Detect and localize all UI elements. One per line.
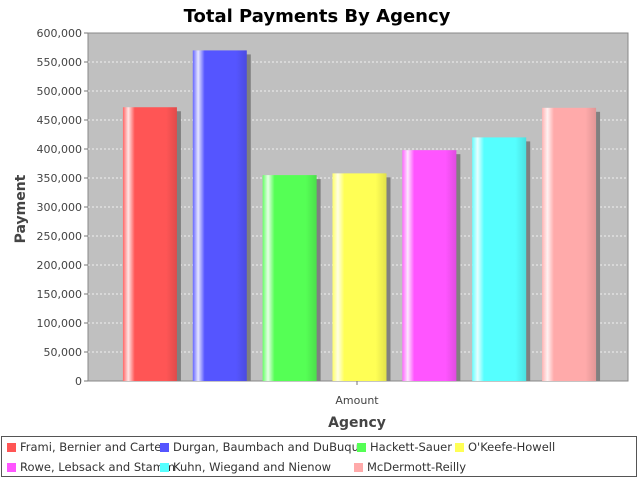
legend-swatch [357,443,366,452]
legend-item[interactable]: Rowe, Lebsack and Stamm [7,460,175,474]
bar[interactable] [122,107,177,382]
legend-item[interactable]: Kuhn, Wiegand and Nienow [160,460,331,474]
legend-label: Kuhn, Wiegand and Nienow [173,460,332,474]
x-axis-label: Agency [328,415,386,431]
y-tick-label: 50,000 [44,346,83,359]
legend-swatch [7,443,16,452]
y-tick-label: 300,000 [37,201,83,214]
y-tick-label: 600,000 [37,27,83,40]
bar-chart: Total Payments By Agency 0 50,000 100,000 1… [13,6,629,431]
y-axis-label: Payment [13,174,29,243]
y-tick-label: 450,000 [37,114,83,127]
y-tick-label: 550,000 [37,56,83,69]
legend-item[interactable]: Durgan, Baumbach and DuBuque [160,440,366,454]
legend-item[interactable]: Hackett-Sauer [357,440,452,454]
legend-swatch [7,463,16,472]
y-axis: 0 50,000 100,000 150,000 200,000 250,000 300,0… [37,27,358,388]
x-tick-label: Amount [335,394,379,407]
legend-item[interactable]: McDermott-Reilly [354,460,466,474]
legend: Frami, Bernier and Carter Durgan, Baumbac… [1,436,637,477]
legend-label: Rowe, Lebsack and Stamm [20,460,176,474]
legend-label: Hackett-Sauer [370,440,452,454]
bar[interactable] [472,137,527,381]
legend-label: Durgan, Baumbach and DuBuque [173,440,366,454]
legend-label: Frami, Bernier and Carter [20,440,167,454]
y-tick-label: 400,000 [37,143,83,156]
bar[interactable] [262,175,317,381]
bar[interactable] [542,107,597,381]
legend-item[interactable]: Frami, Bernier and Carter [7,440,166,454]
y-tick-label: 250,000 [37,230,83,243]
bar[interactable] [402,150,457,381]
legend-item[interactable]: O'Keefe-Howell [455,440,555,454]
legend-label: O'Keefe-Howell [468,440,556,454]
legend-swatch [354,463,363,472]
chart-title: Total Payments By Agency [184,6,451,27]
y-tick-label: 200,000 [37,259,83,272]
bars [122,50,601,382]
y-tick-label: 0 [75,375,82,388]
bar[interactable] [192,50,247,382]
legend-label: McDermott-Reilly [367,460,467,474]
y-tick-label: 350,000 [37,172,83,185]
y-tick-label: 500,000 [37,85,83,98]
legend-swatch [160,443,169,452]
legend-swatch [160,463,169,472]
legend-swatch [455,443,464,452]
bar[interactable] [332,173,387,381]
y-tick-label: 100,000 [37,317,83,330]
y-tick-label: 150,000 [37,288,83,301]
